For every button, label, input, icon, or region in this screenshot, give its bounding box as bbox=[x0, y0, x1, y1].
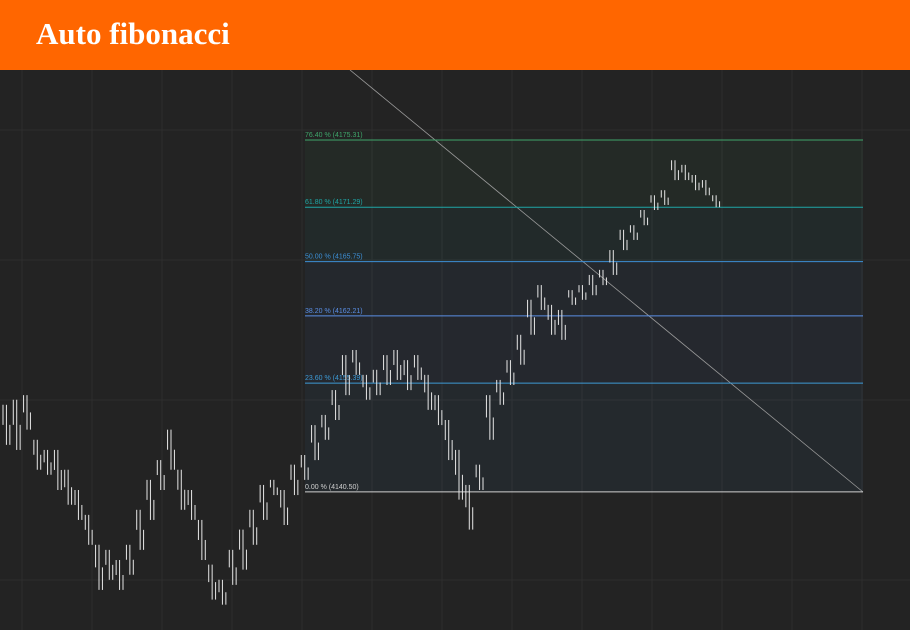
title: Auto fibonacci bbox=[36, 16, 230, 51]
fib-label: 23.60 % (4155.39) bbox=[305, 375, 363, 382]
chart: 76.40 % (4175.31) 61.80 % (4171.29) 50.00 … bbox=[0, 70, 910, 630]
header: Auto fibonacci bbox=[0, 0, 910, 70]
fib-band bbox=[305, 383, 863, 492]
fib-label: 76.40 % (4175.31) bbox=[305, 132, 363, 139]
fib-label: 0.00 % (4140.50) bbox=[305, 484, 359, 491]
fib-band bbox=[305, 261, 863, 316]
fib-label: 38.20 % (4162.21) bbox=[305, 308, 363, 315]
fib-band bbox=[305, 140, 863, 208]
fib-label: 61.80 % (4171.29) bbox=[305, 199, 363, 206]
fib-band bbox=[305, 207, 863, 262]
grid bbox=[0, 70, 910, 630]
fib-bands bbox=[305, 140, 863, 492]
fib-band bbox=[305, 315, 863, 384]
fib-label: 50.00 % (4165.75) bbox=[305, 254, 363, 261]
